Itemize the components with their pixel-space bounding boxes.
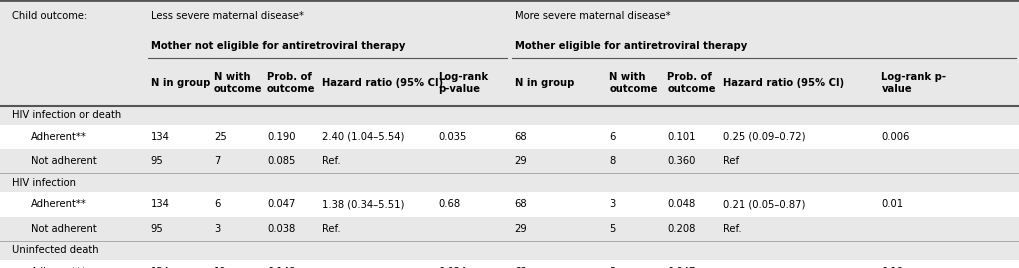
Text: HIV infection or death: HIV infection or death xyxy=(12,110,121,120)
Text: 1.38 (0.34–5.51): 1.38 (0.34–5.51) xyxy=(322,199,405,210)
Text: 95: 95 xyxy=(151,156,164,166)
Text: 0.148: 0.148 xyxy=(267,267,296,268)
Text: 0.68: 0.68 xyxy=(438,199,461,210)
Bar xyxy=(0,260,1019,268)
Text: Log-rank p-
value: Log-rank p- value xyxy=(881,72,947,94)
Text: Ref.: Ref. xyxy=(723,224,742,234)
Text: 0.208: 0.208 xyxy=(667,224,696,234)
Text: 68: 68 xyxy=(515,132,527,142)
Text: 29: 29 xyxy=(515,224,528,234)
Text: Ref: Ref xyxy=(723,156,740,166)
Text: 134: 134 xyxy=(151,199,170,210)
Text: 0.006: 0.006 xyxy=(881,132,910,142)
Text: 0.047: 0.047 xyxy=(667,267,696,268)
Text: 0.36 (0.07–1.77): 0.36 (0.07–1.77) xyxy=(723,267,806,268)
Text: 68: 68 xyxy=(515,267,527,268)
Text: 2.40 (1.04–5.54): 2.40 (1.04–5.54) xyxy=(322,132,405,142)
Text: 0.038: 0.038 xyxy=(267,224,296,234)
Text: 7: 7 xyxy=(214,156,220,166)
Bar xyxy=(0,125,1019,149)
Text: 0.19: 0.19 xyxy=(881,267,904,268)
Text: N in group: N in group xyxy=(151,78,210,88)
Bar xyxy=(0,106,1019,125)
Text: 6: 6 xyxy=(214,199,220,210)
Text: 0.21 (0.05–0.87): 0.21 (0.05–0.87) xyxy=(723,199,806,210)
Text: 0.01: 0.01 xyxy=(881,199,904,210)
Text: Prob. of
outcome: Prob. of outcome xyxy=(667,72,716,94)
Text: Mother eligible for antiretroviral therapy: Mother eligible for antiretroviral thera… xyxy=(515,41,747,51)
Text: 3: 3 xyxy=(214,224,220,234)
Text: 6: 6 xyxy=(609,132,615,142)
Text: 3: 3 xyxy=(609,267,615,268)
Text: 29: 29 xyxy=(515,156,528,166)
Text: 68: 68 xyxy=(515,199,527,210)
Text: Less severe maternal disease*: Less severe maternal disease* xyxy=(151,11,304,21)
Text: 0.048: 0.048 xyxy=(667,199,696,210)
Text: Log-rank
p-value: Log-rank p-value xyxy=(438,72,488,94)
Text: 19: 19 xyxy=(214,267,227,268)
Text: N in group: N in group xyxy=(515,78,574,88)
Text: Child outcome:: Child outcome: xyxy=(12,11,88,21)
Text: Uninfected death: Uninfected death xyxy=(12,245,99,255)
Text: Ref.: Ref. xyxy=(322,156,340,166)
Bar xyxy=(0,32,1019,61)
Text: 0.190: 0.190 xyxy=(267,132,296,142)
Text: Mother not eligible for antiretroviral therapy: Mother not eligible for antiretroviral t… xyxy=(151,41,406,51)
Text: 0.360: 0.360 xyxy=(667,156,696,166)
Text: Prob. of
outcome: Prob. of outcome xyxy=(267,72,316,94)
Text: Adherent**: Adherent** xyxy=(31,267,87,268)
Text: Adherent**: Adherent** xyxy=(31,199,87,210)
Text: Hazard ratio (95% CI): Hazard ratio (95% CI) xyxy=(723,78,845,88)
Text: 0.035: 0.035 xyxy=(438,132,467,142)
Text: HIV infection: HIV infection xyxy=(12,178,76,188)
Text: N with
outcome: N with outcome xyxy=(609,72,658,94)
Text: 95: 95 xyxy=(151,224,164,234)
Text: More severe maternal disease*: More severe maternal disease* xyxy=(515,11,671,21)
Text: 0.101: 0.101 xyxy=(667,132,696,142)
Text: 134: 134 xyxy=(151,267,170,268)
Text: 0.047: 0.047 xyxy=(267,199,296,210)
Bar xyxy=(0,217,1019,241)
Text: Hazard ratio (95% CI): Hazard ratio (95% CI) xyxy=(322,78,443,88)
Text: Not adherent: Not adherent xyxy=(31,224,97,234)
Text: 0.024: 0.024 xyxy=(438,267,467,268)
Text: 25: 25 xyxy=(214,132,227,142)
Text: N with
outcome: N with outcome xyxy=(214,72,263,94)
Bar xyxy=(0,0,1019,32)
Text: 3.23 (1.10–9.50): 3.23 (1.10–9.50) xyxy=(322,267,405,268)
Bar xyxy=(0,149,1019,173)
Text: 8: 8 xyxy=(609,156,615,166)
Text: Adherent**: Adherent** xyxy=(31,132,87,142)
Text: 0.25 (0.09–0.72): 0.25 (0.09–0.72) xyxy=(723,132,806,142)
Bar xyxy=(0,241,1019,260)
Text: 3: 3 xyxy=(609,199,615,210)
Bar xyxy=(0,173,1019,192)
Bar xyxy=(0,192,1019,217)
Text: Not adherent: Not adherent xyxy=(31,156,97,166)
Text: 5: 5 xyxy=(609,224,615,234)
Text: 134: 134 xyxy=(151,132,170,142)
Bar xyxy=(0,61,1019,106)
Text: 0.085: 0.085 xyxy=(267,156,296,166)
Text: Ref.: Ref. xyxy=(322,224,340,234)
